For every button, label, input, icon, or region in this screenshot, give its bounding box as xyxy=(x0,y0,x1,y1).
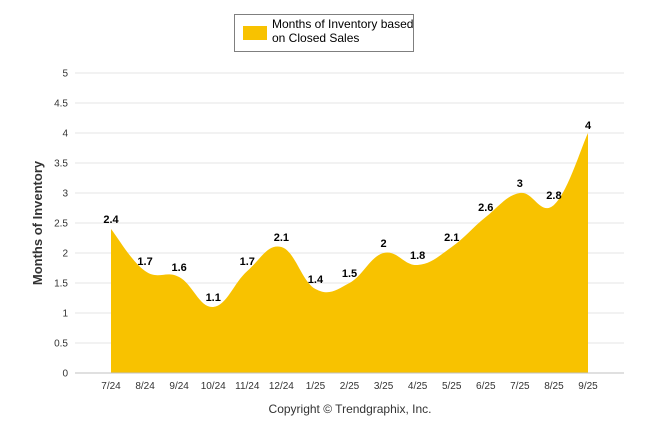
data-label: 2.1 xyxy=(274,232,289,244)
series-area xyxy=(111,133,588,373)
y-tick-label: 3 xyxy=(62,189,68,200)
data-label: 2.6 xyxy=(478,202,493,214)
x-tick-label: 8/24 xyxy=(135,381,155,392)
data-label: 2.4 xyxy=(103,214,119,226)
legend-label-line1: Months of Inventory based xyxy=(272,17,413,31)
data-label: 1.6 xyxy=(171,262,186,274)
data-label: 2.8 xyxy=(546,190,561,202)
y-tick-label: 2 xyxy=(62,249,68,260)
y-tick-label: 0 xyxy=(62,369,68,380)
x-tick-label: 8/25 xyxy=(544,381,564,392)
data-label: 2 xyxy=(381,238,387,250)
x-tick-label: 5/25 xyxy=(442,381,462,392)
y-tick-label: 1 xyxy=(62,309,68,320)
y-tick-label: 5 xyxy=(62,69,68,80)
data-label: 1.8 xyxy=(410,250,425,262)
data-label: 1.4 xyxy=(308,274,324,286)
x-tick-label: 11/24 xyxy=(235,381,260,392)
x-tick-label: 9/24 xyxy=(169,381,189,392)
y-tick-label: 0.5 xyxy=(54,339,68,350)
x-tick-label: 7/25 xyxy=(510,381,530,392)
series-area-group xyxy=(111,133,588,373)
y-tick-label: 2.5 xyxy=(54,219,68,230)
y-axis-ticks: 0 0.5 1 1.5 2 2.5 3 3.5 4 4.5 5 xyxy=(54,69,68,380)
data-label: 1.7 xyxy=(137,256,152,268)
y-tick-label: 4 xyxy=(62,129,68,140)
y-tick-label: 4.5 xyxy=(54,99,68,110)
y-tick-label: 1.5 xyxy=(54,279,68,290)
legend-swatch xyxy=(243,26,267,40)
x-tick-label: 1/25 xyxy=(306,381,326,392)
data-label: 3 xyxy=(517,178,523,190)
x-tick-label: 6/25 xyxy=(476,381,496,392)
y-axis-title: Months of Inventory xyxy=(30,160,45,285)
data-label: 1.7 xyxy=(240,256,255,268)
data-labels: 2.4 1.7 1.6 1.1 1.7 2.1 1.4 1.5 2 1.8 2.1 2.6 3 2.8 4 xyxy=(103,120,592,304)
data-label: 2.1 xyxy=(444,232,459,244)
data-label: 4 xyxy=(585,120,592,132)
x-tick-label: 12/24 xyxy=(269,381,294,392)
legend-label-line2: on Closed Sales xyxy=(272,31,359,45)
data-label: 1.1 xyxy=(206,292,221,304)
x-tick-label: 4/25 xyxy=(408,381,428,392)
y-tick-label: 3.5 xyxy=(54,159,68,170)
x-tick-label: 10/24 xyxy=(201,381,226,392)
x-axis-ticks: 7/24 8/24 9/24 10/24 11/24 12/24 1/25 2/25 3/25 4… xyxy=(101,381,598,392)
x-tick-label: 9/25 xyxy=(578,381,598,392)
copyright-text: Copyright © Trendgraphix, Inc. xyxy=(269,402,432,416)
legend: Months of Inventory based on Closed Sale… xyxy=(234,14,414,52)
x-tick-label: 2/25 xyxy=(340,381,360,392)
x-tick-label: 7/24 xyxy=(101,381,121,392)
x-tick-label: 3/25 xyxy=(374,381,394,392)
data-label: 1.5 xyxy=(342,268,357,280)
